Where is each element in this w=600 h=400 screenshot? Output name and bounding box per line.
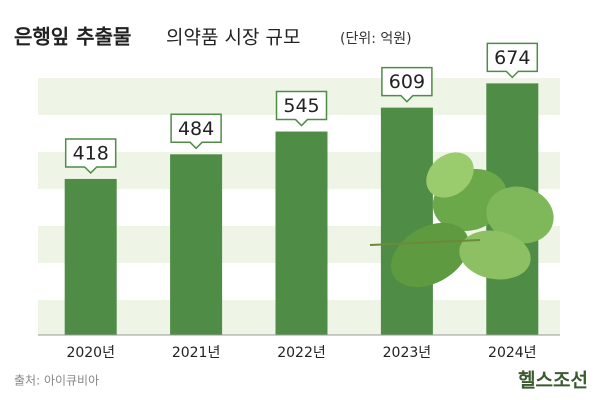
unit-label: (단위: 억원) bbox=[340, 31, 412, 47]
chart-title: 은행잎 추출물 bbox=[14, 25, 131, 49]
label-box bbox=[275, 90, 328, 127]
label-box bbox=[170, 113, 222, 150]
data-label: 545 bbox=[283, 95, 319, 117]
x-tick-label: 2023년 bbox=[383, 345, 432, 361]
data-label: 418 bbox=[73, 142, 109, 164]
x-tick-label: 2020년 bbox=[66, 345, 115, 361]
label-box bbox=[64, 138, 117, 175]
label-box bbox=[381, 66, 433, 103]
x-tick-label: 2024년 bbox=[488, 345, 537, 361]
source: 출처: 아이큐비아 bbox=[14, 374, 99, 388]
data-label: 674 bbox=[494, 47, 530, 69]
x-tick-label: 2021년 bbox=[172, 345, 221, 361]
chart-subtitle: 의약품 시장 규모 bbox=[166, 27, 300, 49]
x-tick-label: 2022년 bbox=[277, 345, 326, 361]
brand: 헬스조선 bbox=[518, 370, 588, 392]
bar bbox=[275, 131, 328, 335]
label-box bbox=[486, 42, 539, 79]
data-label: 484 bbox=[178, 118, 214, 140]
bar bbox=[170, 154, 223, 335]
bar bbox=[380, 107, 433, 335]
ginkgo-leaves bbox=[369, 152, 554, 288]
bar bbox=[64, 178, 117, 335]
data-label: 609 bbox=[389, 71, 425, 93]
